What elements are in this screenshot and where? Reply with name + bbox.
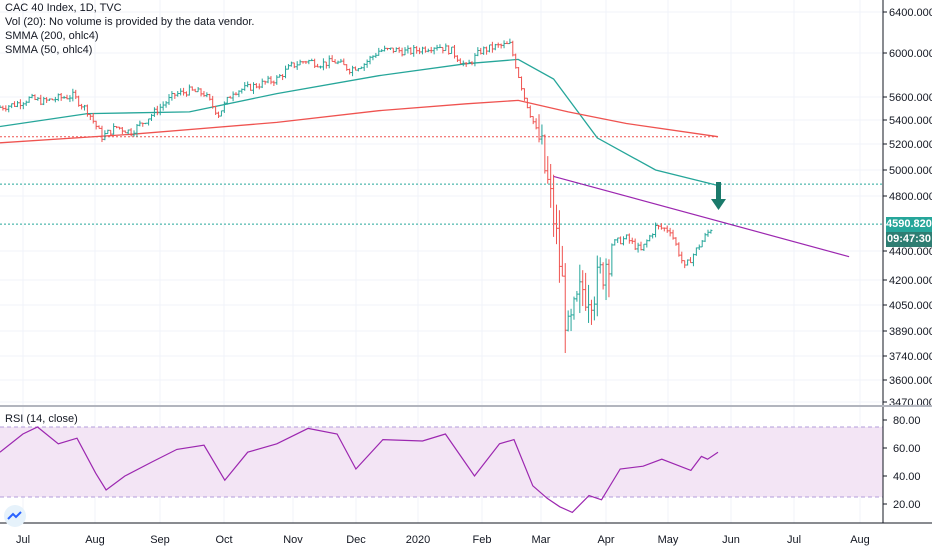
- y-tick-label: 6000.0000: [889, 48, 932, 60]
- y-tick-label: 3470.0000: [889, 397, 932, 409]
- x-tick-label: 2020: [406, 534, 430, 546]
- rsi-line: [0, 426, 719, 514]
- x-tick-label: Jul: [787, 534, 801, 546]
- x-tick-label: Feb: [473, 534, 492, 546]
- x-tick-label: Nov: [283, 534, 303, 546]
- y-tick-label: 4400.0000: [889, 246, 932, 258]
- rsi-band: [0, 426, 883, 498]
- rsi-tick-label: 20.00: [893, 499, 921, 511]
- purple-trendline: [553, 175, 850, 258]
- rsi-tick-label: 60.00: [893, 443, 921, 455]
- down-arrow-marker[interactable]: [711, 182, 726, 210]
- countdown-tag: 09:47:30: [886, 232, 932, 247]
- legend-smma200: SMMA (200, ohlc4): [5, 30, 99, 42]
- x-tick-label: Dec: [346, 534, 366, 546]
- y-tick-label: 3890.0000: [889, 326, 932, 338]
- legend-volume: Vol (20): No volume is provided by the d…: [5, 16, 255, 28]
- x-tick-label: Oct: [215, 534, 232, 546]
- y-tick-label: 4200.0000: [889, 275, 932, 287]
- smma200-line: [0, 99, 719, 144]
- y-tick-label: 5400.0000: [889, 115, 932, 127]
- smma50-line: [0, 58, 719, 187]
- legend-smma50: SMMA (50, ohlc4): [5, 44, 93, 56]
- rsi-series: [0, 426, 719, 514]
- y-tick-label: 5200.0000: [889, 139, 932, 151]
- x-tick-label: Sep: [150, 534, 170, 546]
- x-tick-label: Jun: [722, 534, 740, 546]
- legend-rsi: RSI (14, close): [5, 413, 78, 425]
- y-tick-label: 5600.0000: [889, 92, 932, 104]
- y-tick-label: 5000.0000: [889, 165, 932, 177]
- x-tick-label: Apr: [597, 534, 614, 546]
- tradingview-logo[interactable]: [4, 505, 26, 527]
- y-tick-label: 3600.0000: [889, 375, 932, 387]
- y-tick-label: 4050.0000: [889, 300, 932, 312]
- y-tick-label: 4800.0000: [889, 191, 932, 203]
- logo-icon: [7, 511, 22, 520]
- arrow-shaft: [716, 182, 721, 200]
- y-tick-label: 6400.0000: [889, 7, 932, 19]
- price-candles: [0, 38, 713, 354]
- legend-symbol: CAC 40 Index, 1D, TVC: [5, 2, 122, 14]
- x-tick-label: Mar: [532, 534, 551, 546]
- y-tick-label: 3740.0000: [889, 351, 932, 363]
- smma-lines: [0, 58, 719, 187]
- rsi-band-fill: [0, 427, 883, 497]
- rsi-tick-label: 80.00: [893, 415, 921, 427]
- horizontal-levels: [0, 136, 883, 225]
- rsi-tick-label: 40.00: [893, 471, 921, 483]
- trend-line[interactable]: [553, 175, 850, 258]
- x-tick-label: May: [658, 534, 679, 546]
- x-tick-label: Aug: [850, 534, 870, 546]
- x-tick-label: Jul: [16, 534, 30, 546]
- arrow-head: [711, 199, 726, 210]
- x-tick-label: Aug: [85, 534, 105, 546]
